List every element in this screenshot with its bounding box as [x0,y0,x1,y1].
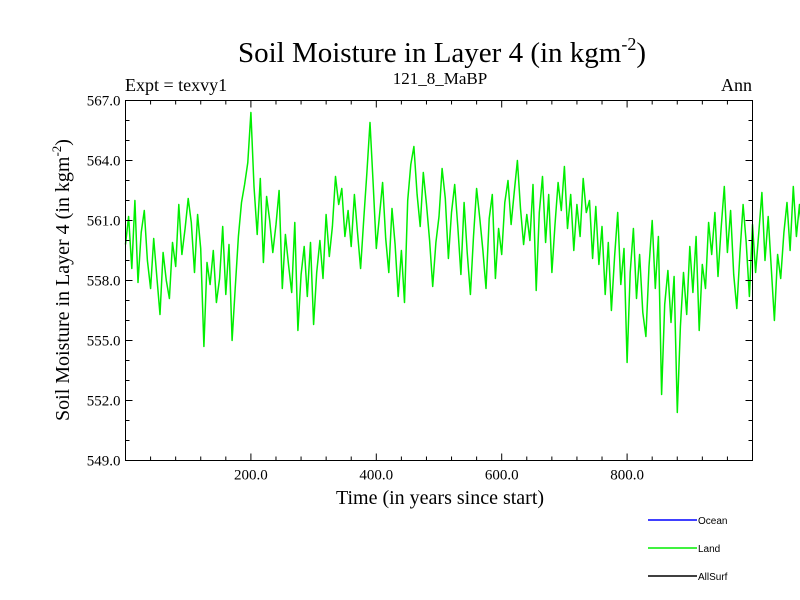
x-tick-label: 400.0 [359,468,393,484]
legend: Ocean Land AllSurf [648,516,728,583]
x-tick-label: 800.0 [610,468,644,484]
y-tick-label: 564.0 [87,154,121,170]
y-axis-ticks: 549.0 552.0 555.0 558.0 561.0 564.0 567.0 [87,94,753,470]
y-tick-label: 558.0 [87,274,121,290]
y-axis-label: Soil Moisture in Layer 4 (in kgm-2) [49,139,74,421]
chart-title-end: ) [636,37,646,69]
x-tick-label: 600.0 [485,468,519,484]
subtitle-center: 121_8_MaBP [393,69,487,88]
y-axis-label-end: ) [52,139,74,146]
y-tick-label: 555.0 [87,334,121,350]
y-tick-label: 552.0 [87,394,121,410]
legend-label-ocean: Ocean [698,516,727,527]
y-axis-label-superscript: -2 [49,146,64,157]
y-tick-label: 567.0 [87,94,121,110]
y-tick-label: 549.0 [87,454,121,470]
x-axis-ticks: 200.0 400.0 600.0 800.0 [150,100,728,484]
chart-title-superscript: -2 [621,34,636,54]
chart-title: Soil Moisture in Layer 4 (in kgm-2) [238,34,646,69]
subtitle-right: Ann [721,75,752,95]
legend-label-allsurf: AllSurf [698,572,728,583]
x-axis-label: Time (in years since start) [336,487,544,509]
x-tick-label: 200.0 [234,468,268,484]
series-line-land [124,111,800,414]
subtitle-left: Expt = texvy1 [125,75,227,95]
y-tick-label: 561.0 [87,214,121,230]
legend-label-land: Land [698,544,720,555]
